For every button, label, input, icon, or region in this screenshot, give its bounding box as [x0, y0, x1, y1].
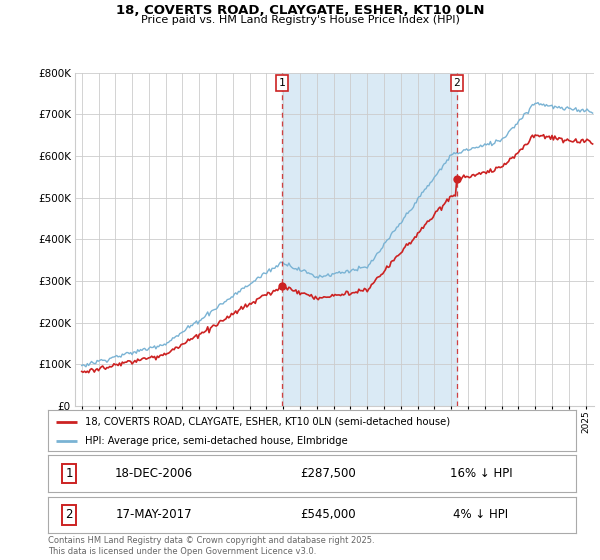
Text: 18, COVERTS ROAD, CLAYGATE, ESHER, KT10 0LN: 18, COVERTS ROAD, CLAYGATE, ESHER, KT10 … [116, 4, 484, 17]
Text: 1: 1 [278, 78, 285, 88]
Text: 18-DEC-2006: 18-DEC-2006 [115, 467, 193, 480]
Text: 4% ↓ HPI: 4% ↓ HPI [454, 508, 509, 521]
Text: 18, COVERTS ROAD, CLAYGATE, ESHER, KT10 0LN (semi-detached house): 18, COVERTS ROAD, CLAYGATE, ESHER, KT10 … [85, 417, 450, 427]
Text: 16% ↓ HPI: 16% ↓ HPI [449, 467, 512, 480]
Text: £545,000: £545,000 [300, 508, 356, 521]
Text: £287,500: £287,500 [300, 467, 356, 480]
Text: 1: 1 [65, 467, 73, 480]
Bar [282, 73, 457, 406]
Text: HPI: Average price, semi-detached house, Elmbridge: HPI: Average price, semi-detached house,… [85, 436, 348, 446]
Text: 17-MAY-2017: 17-MAY-2017 [115, 508, 192, 521]
Text: 2: 2 [454, 78, 460, 88]
Text: Price paid vs. HM Land Registry's House Price Index (HPI): Price paid vs. HM Land Registry's House … [140, 15, 460, 25]
Text: 2: 2 [65, 508, 73, 521]
Text: Contains HM Land Registry data © Crown copyright and database right 2025.
This d: Contains HM Land Registry data © Crown c… [48, 536, 374, 556]
